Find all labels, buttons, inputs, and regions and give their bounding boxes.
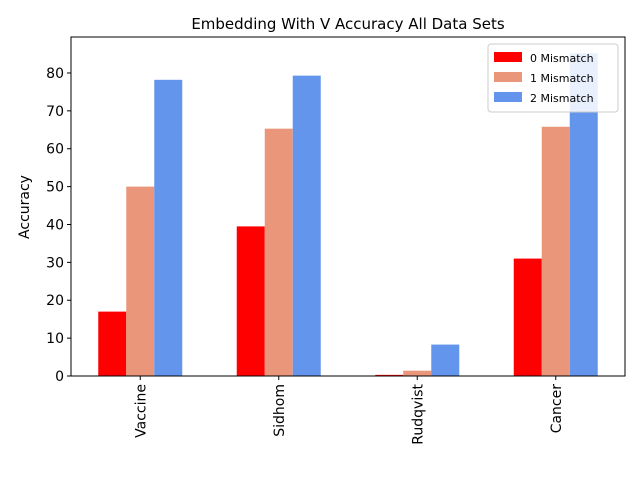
bar-rudqvist-1-mismatch [403,370,432,376]
y-tick-label: 70 [46,104,64,120]
bar-sidhom-2-mismatch [292,75,321,376]
y-tick-label: 20 [46,293,64,309]
bar-vaccine-0-mismatch [98,311,127,376]
legend-swatch [494,72,522,82]
x-tick-label-cancer: Cancer [549,384,565,434]
y-axis-label: Accuracy [17,175,33,239]
x-tick-label-rudqvist: Rudqvist [410,383,426,444]
y-tick-label: 50 [46,180,64,196]
legend-swatch [494,92,522,102]
legend-label: 2 Mismatch [530,92,594,105]
legend-label: 0 Mismatch [530,52,594,65]
bar-cancer-0-mismatch [513,258,542,376]
y-tick-label: 80 [46,66,64,82]
bar-sidhom-1-mismatch [264,128,293,376]
bar-vaccine-2-mismatch [154,79,183,376]
bar-cancer-1-mismatch [541,126,570,377]
legend-swatch [494,52,522,62]
y-tick-label: 0 [55,369,64,385]
x-axis: Vaccine Sidhom Rudqvist Cancer [133,376,565,445]
x-tick-label-sidhom: Sidhom [272,384,288,437]
y-tick-label: 30 [46,255,64,271]
bar-rudqvist-0-mismatch [375,374,404,376]
legend-label: 1 Mismatch [530,72,594,85]
legend: 0 Mismatch 1 Mismatch 2 Mismatch [487,43,619,113]
bar-vaccine-1-mismatch [126,186,155,376]
y-tick-label: 40 [46,217,64,233]
bar-rudqvist-2-mismatch [431,344,460,376]
plot-frame [70,36,626,377]
bar-sidhom-0-mismatch [236,226,265,376]
y-tick-label: 60 [46,142,64,158]
y-axis: 0 10 20 30 40 50 60 70 80 [46,66,71,385]
x-tick-label-vaccine: Vaccine [133,384,149,438]
y-tick-label: 10 [46,331,64,347]
chart-title: Embedding With V Accuracy All Data Sets [191,15,505,33]
